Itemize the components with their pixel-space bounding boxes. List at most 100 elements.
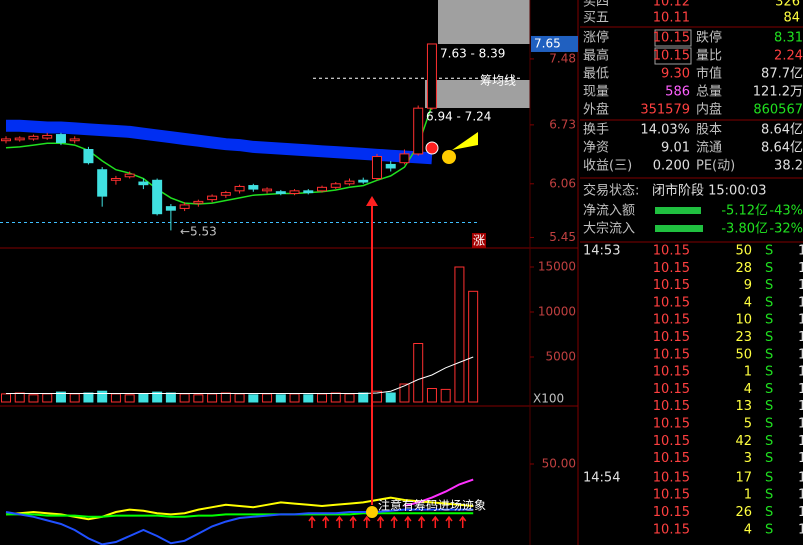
trade-side: S bbox=[765, 313, 773, 328]
y-tick-label: 5000 bbox=[545, 350, 576, 364]
trade-side: S bbox=[765, 399, 773, 414]
trade-price: 10.15 bbox=[653, 313, 690, 328]
trade-count: 1 bbox=[798, 261, 803, 276]
stat-label: PE(动) bbox=[696, 159, 735, 174]
y-tick-label: 6.73 bbox=[549, 117, 576, 131]
stat-value: 10.15 bbox=[653, 49, 690, 64]
volume-bar bbox=[275, 394, 286, 403]
flow-bar bbox=[655, 225, 703, 232]
volume-bar bbox=[69, 393, 80, 403]
trade-price: 10.15 bbox=[653, 347, 690, 362]
stat-label: 涨停 bbox=[583, 30, 609, 46]
candle-body bbox=[413, 107, 424, 155]
volume-bar bbox=[358, 392, 369, 403]
cost-band bbox=[6, 119, 433, 165]
volume-bar bbox=[42, 393, 53, 403]
trade-volume: 17 bbox=[735, 470, 752, 485]
trade-count: 1 bbox=[798, 451, 803, 466]
annotation: 注意有筹码进场迹象 bbox=[378, 498, 486, 513]
annotation: 6.94 - 7.24 bbox=[426, 110, 491, 124]
trade-side: S bbox=[765, 261, 773, 276]
volume-bar bbox=[289, 393, 300, 403]
signal-arrow-head bbox=[366, 196, 378, 206]
candle-body bbox=[275, 191, 286, 194]
trade-side: S bbox=[765, 451, 773, 466]
trade-price: 10.15 bbox=[653, 505, 690, 520]
candle-body bbox=[97, 169, 108, 197]
trade-count: 1 bbox=[798, 278, 803, 293]
volume-panel: 15000 10000 5000 X100 bbox=[1, 260, 576, 406]
trade-volume: 3 bbox=[744, 451, 752, 466]
chip-zone bbox=[425, 80, 530, 108]
candle-body bbox=[138, 181, 149, 186]
candle-body bbox=[385, 163, 396, 169]
candle-body bbox=[317, 186, 328, 192]
candle-body bbox=[179, 204, 190, 209]
volume-bar bbox=[454, 266, 465, 403]
stat-label: 股本 bbox=[696, 123, 722, 138]
stat-value: 38.2 bbox=[774, 159, 803, 174]
trade-volume: 1 bbox=[744, 488, 752, 503]
stat-value: 0.200 bbox=[653, 159, 690, 174]
volume-bar bbox=[55, 391, 66, 403]
trade-volume: 50 bbox=[735, 244, 752, 259]
indicator-line bbox=[404, 478, 474, 507]
trade-volume: 1 bbox=[744, 365, 752, 380]
signal-arrows bbox=[308, 515, 467, 528]
indicator-line bbox=[5, 496, 474, 521]
volume-bar bbox=[28, 394, 39, 403]
trade-count: 1 bbox=[798, 417, 803, 432]
candle-body bbox=[207, 195, 218, 201]
trade-count: 1 bbox=[798, 434, 803, 449]
stat-value: 10.15 bbox=[653, 31, 690, 46]
candle-body bbox=[55, 134, 66, 143]
volume-bar bbox=[1, 393, 11, 403]
arrow-icon bbox=[376, 515, 385, 528]
chip-marker bbox=[442, 150, 456, 164]
arrow-icon bbox=[349, 515, 357, 528]
trade-count: 1 bbox=[798, 313, 803, 328]
stat-value: 586 bbox=[665, 85, 690, 100]
status-label: 交易状态: bbox=[583, 183, 639, 199]
annotation: 涨 bbox=[473, 233, 485, 248]
annotation: 7.63 - 8.39 bbox=[440, 47, 505, 61]
stat-value: 9.30 bbox=[661, 67, 690, 82]
candle-body bbox=[399, 153, 410, 164]
status-value: 闭市阶段 15:00:03 bbox=[652, 183, 767, 199]
trade-volume: 28 bbox=[735, 261, 752, 276]
arrow-icon bbox=[335, 515, 343, 528]
flow-label: 大宗流入 bbox=[583, 221, 635, 237]
candle-body bbox=[69, 138, 80, 142]
label: 买四 bbox=[583, 0, 609, 10]
arrow-icon bbox=[322, 515, 330, 528]
candle-body bbox=[220, 192, 231, 196]
stat-label: 外盘 bbox=[583, 102, 609, 118]
indicator-line bbox=[6, 512, 474, 518]
volume-bar bbox=[152, 391, 163, 403]
trade-price: 10.15 bbox=[653, 295, 690, 310]
candle-body bbox=[165, 206, 176, 211]
arrow-icon bbox=[404, 515, 412, 528]
y-tick-label: 6.06 bbox=[549, 176, 576, 190]
volume-bar bbox=[207, 393, 218, 403]
trade-price: 10.15 bbox=[653, 399, 690, 414]
price: 10.12 bbox=[653, 0, 690, 10]
trade-count: 1 bbox=[798, 488, 803, 503]
trade-price: 10.15 bbox=[653, 488, 690, 503]
trade-side: S bbox=[765, 417, 773, 432]
limit-box bbox=[654, 29, 692, 47]
trade-count: 1 bbox=[798, 365, 803, 380]
stat-label: 内盘 bbox=[696, 102, 722, 118]
y-tick-label: 10000 bbox=[538, 305, 576, 319]
volume-bar bbox=[124, 394, 135, 403]
arrow-icon bbox=[390, 515, 398, 528]
trade-volume: 13 bbox=[735, 399, 752, 414]
buy-marker bbox=[425, 141, 439, 155]
trade-side: S bbox=[765, 434, 773, 449]
flow-amount: -3.80亿 bbox=[721, 222, 768, 237]
trade-count: 1 bbox=[798, 522, 803, 537]
trade-count: 1 bbox=[798, 244, 803, 259]
volume: 326 bbox=[775, 0, 800, 10]
